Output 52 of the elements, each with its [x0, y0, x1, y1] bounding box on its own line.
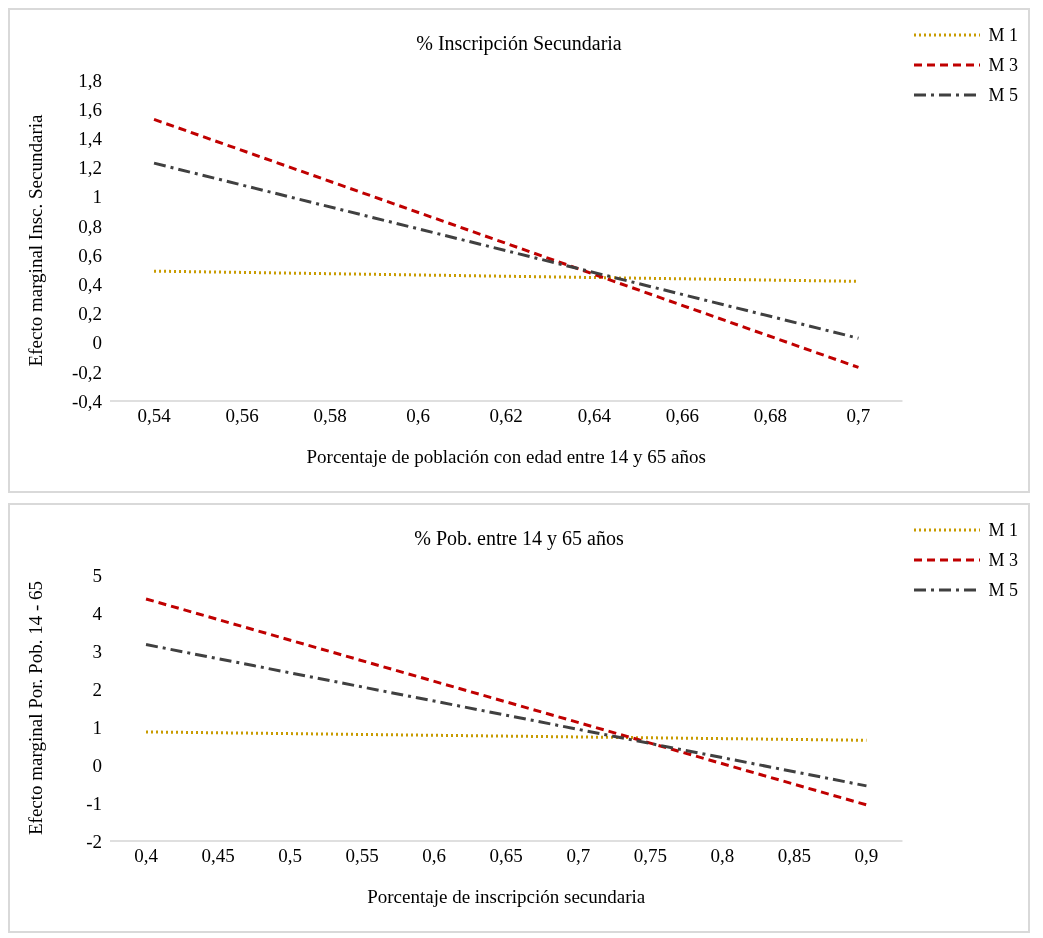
chart-title: % Inscripción Secundaria — [416, 32, 622, 54]
y-axis-title: Efecto marginal Insc. Secundaria — [24, 114, 46, 367]
y-tick-label: 0,2 — [78, 303, 102, 325]
y-tick-label: 3 — [92, 640, 102, 662]
x-tick-label: 0,6 — [422, 845, 447, 867]
y-tick-label: 1,6 — [78, 98, 102, 120]
x-tick-label: 0,62 — [489, 405, 523, 427]
y-tick-label: -0,4 — [71, 390, 103, 412]
legend-label: M 5 — [988, 84, 1018, 106]
y-tick-label: 0 — [92, 754, 102, 776]
y-tick-label: 4 — [92, 602, 103, 624]
y-tick-label: -1 — [86, 792, 102, 814]
y-tick-label: 0,6 — [78, 244, 102, 266]
x-tick-label: 0,68 — [753, 405, 788, 427]
legend-label: M 1 — [988, 24, 1018, 46]
y-tick-label: 0 — [92, 332, 102, 354]
y-tick-label: 1,8 — [78, 69, 102, 91]
chart-title: % Pob. entre 14 y 65 años — [414, 527, 624, 549]
y-tick-label: 2 — [92, 678, 102, 700]
legend-label: M 3 — [988, 54, 1018, 76]
y-tick-label: -2 — [86, 830, 102, 852]
legend-label: M 3 — [988, 549, 1018, 571]
y-tick-label: 1,2 — [78, 157, 102, 179]
legend-label: M 5 — [988, 579, 1018, 601]
x-tick-label: 0,5 — [278, 845, 302, 867]
x-tick-label: 0,85 — [777, 845, 812, 867]
x-tick-label: 0,65 — [489, 845, 523, 867]
y-tick-label: 0,8 — [78, 215, 102, 237]
x-tick-label: 0,66 — [665, 405, 699, 427]
x-tick-label: 0,45 — [201, 845, 235, 867]
x-axis-title: Porcentaje de inscripción secundaria — [367, 886, 646, 907]
x-tick-label: 0,9 — [854, 845, 879, 867]
x-tick-label: 0,6 — [406, 405, 431, 427]
y-tick-label: 1 — [92, 716, 102, 738]
x-tick-label: 0,64 — [577, 405, 612, 427]
y-tick-label: 5 — [92, 564, 102, 586]
y-tick-label: -0,2 — [71, 361, 102, 383]
x-tick-label: 0,4 — [134, 845, 159, 867]
y-tick-label: 1 — [92, 186, 102, 208]
y-axis-title: Efecto marginal Por. Pob. 14 - 65 — [24, 580, 46, 836]
x-tick-label: 0,56 — [225, 405, 259, 427]
x-axis-title: Porcentaje de población con edad entre 14 y 65 años — [306, 446, 706, 467]
x-tick-label: 0,7 — [846, 405, 871, 427]
x-tick-label: 0,55 — [345, 845, 379, 867]
legend-label: M 1 — [988, 519, 1018, 541]
x-tick-label: 0,58 — [313, 405, 347, 427]
y-tick-label: 1,4 — [78, 128, 103, 150]
x-tick-label: 0,54 — [137, 405, 172, 427]
x-tick-label: 0,75 — [633, 845, 667, 867]
y-tick-label: 0,4 — [78, 274, 103, 296]
x-tick-label: 0,7 — [566, 845, 591, 867]
x-tick-label: 0,8 — [710, 845, 735, 867]
